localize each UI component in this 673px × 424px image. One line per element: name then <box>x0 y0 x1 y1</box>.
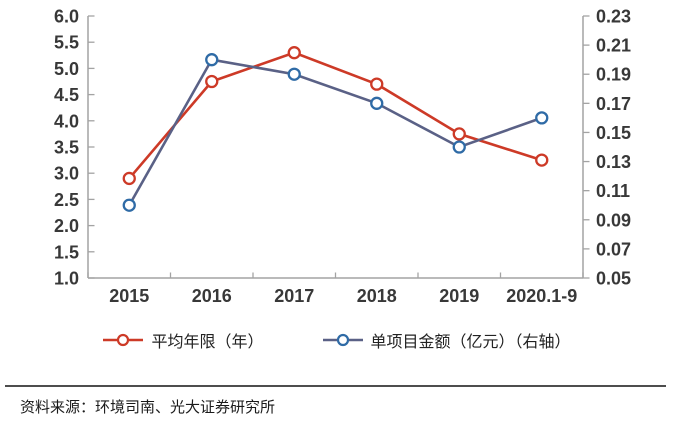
blue-line-marker-icon <box>322 333 363 347</box>
series-marker-1 <box>205 53 219 67</box>
x-tick-label: 2018 <box>357 286 397 306</box>
y-left-tick-label: 1.5 <box>54 242 79 262</box>
red-line-marker-icon <box>103 333 144 347</box>
series-line-1 <box>128 58 543 206</box>
dual-axis-line-chart: 6.0 5.5 5.0 4.5 4.0 3.5 3.0 2.5 2.0 1.5 1.0 0.23 0.2… <box>54 7 631 307</box>
y-left-tick-label: 3.0 <box>54 164 79 184</box>
x-tick-label: 2019 <box>439 286 479 306</box>
series-marker-0 <box>370 77 384 91</box>
y-left-tick-label: 4.0 <box>54 111 79 131</box>
y-left-tick-label: 5.0 <box>54 59 79 79</box>
y-left-tick-label: 2.0 <box>54 216 79 236</box>
series-marker-0 <box>452 127 466 141</box>
series-marker-1 <box>370 96 384 110</box>
series-line-0 <box>128 51 543 180</box>
x-tick-label: 2020.1-9 <box>506 286 577 306</box>
chart-legend: 平均年限（年） 单项目金额（亿元）（右轴） <box>0 328 673 352</box>
legend-label-project-amount: 单项目金额（亿元）（右轴） <box>370 334 571 351</box>
y-right-tick-label: 0.11 <box>596 181 630 201</box>
x-tick-label: 2016 <box>192 286 232 306</box>
y-right-tick-label: 0.19 <box>596 65 631 85</box>
series-marker-0 <box>205 74 219 89</box>
legend-item-project-amount: 单项目金额（亿元）（右轴） <box>322 328 571 352</box>
divider-line <box>5 385 666 387</box>
y-left-tick-label: 1.0 <box>54 269 79 289</box>
legend-label-avg-years: 平均年限（年） <box>151 334 264 351</box>
series-marker-0 <box>535 153 549 167</box>
y-right-tick-label: 0.23 <box>596 7 631 27</box>
y-left-tick-label: 2.5 <box>54 190 79 210</box>
y-right-tick-label: 0.21 <box>596 36 631 56</box>
y-right-tick-label: 0.17 <box>596 94 631 114</box>
y-right-tick-label: 0.15 <box>596 123 631 143</box>
x-tick-label: 2015 <box>109 286 149 306</box>
legend-item-avg-years: 平均年限（年） <box>102 328 264 352</box>
y-left-tick-label: 4.5 <box>54 85 79 105</box>
source-note: 资料来源：环境司南、光大证券研究所 <box>20 399 276 416</box>
series-marker-1 <box>122 198 136 212</box>
x-tick-label: 2017 <box>274 286 314 306</box>
y-right-tick-label: 0.07 <box>596 239 631 259</box>
y-right-tick-label: 0.09 <box>596 210 631 230</box>
series-marker-0 <box>287 46 301 60</box>
y-left-tick-label: 3.5 <box>54 138 79 158</box>
y-left-tick-label: 6.0 <box>54 7 79 27</box>
y-right-tick-label: 0.13 <box>596 152 631 172</box>
y-right-tick-label: 0.05 <box>596 269 631 289</box>
series-marker-1 <box>287 67 301 81</box>
series-marker-1 <box>452 140 466 154</box>
series-marker-0 <box>122 171 136 186</box>
y-left-tick-label: 5.5 <box>54 33 79 53</box>
series-marker-1 <box>535 111 549 125</box>
